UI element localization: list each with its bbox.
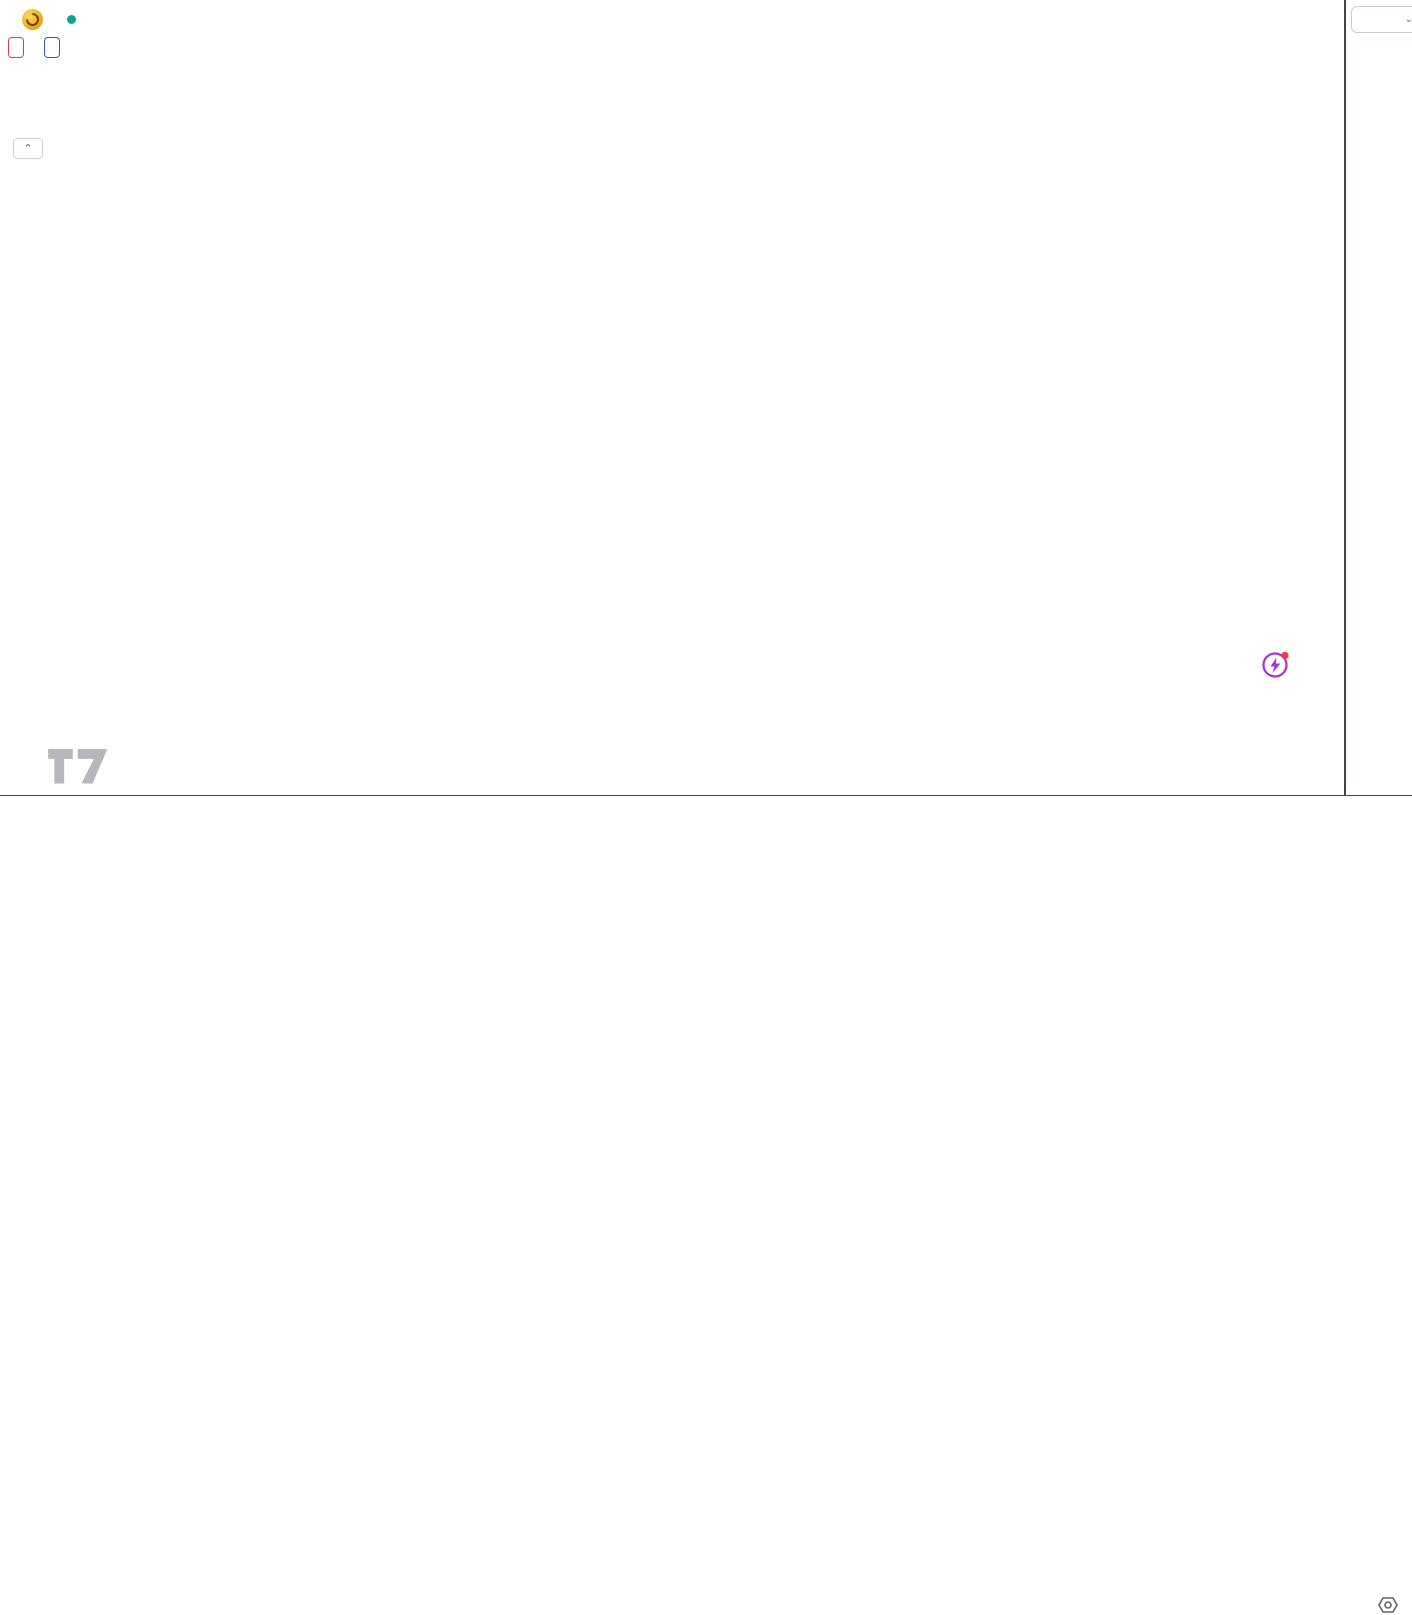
price-axis-border	[1344, 0, 1346, 823]
gold-symbol-icon	[22, 8, 43, 30]
chevron-up-icon: ⌃	[23, 143, 33, 155]
time-axis[interactable]	[0, 795, 1412, 1613]
sell-price-button[interactable]	[8, 37, 24, 58]
symbol-header	[22, 6, 130, 32]
currency-dropdown[interactable]: ⌄	[1351, 6, 1412, 33]
collapse-legend-button[interactable]: ⌃	[13, 138, 43, 159]
trading-chart-app: ⌃ ⌄	[0, 0, 1412, 823]
trade-widget	[8, 37, 60, 58]
main-chart[interactable]	[0, 0, 1345, 795]
buy-price-button[interactable]	[44, 37, 60, 58]
gear-icon	[1384, 1601, 1392, 1609]
price-axis[interactable]: ⌄	[1346, 0, 1412, 795]
lightning-bolt-icon	[1270, 657, 1281, 673]
flash-events-button[interactable]	[1260, 648, 1292, 680]
tradingview-watermark-logo	[48, 748, 108, 784]
market-status-icon[interactable]	[67, 14, 76, 24]
axis-settings-button[interactable]	[1377, 1595, 1399, 1615]
notification-dot	[1281, 651, 1289, 660]
chevron-down-icon: ⌄	[1404, 14, 1412, 25]
